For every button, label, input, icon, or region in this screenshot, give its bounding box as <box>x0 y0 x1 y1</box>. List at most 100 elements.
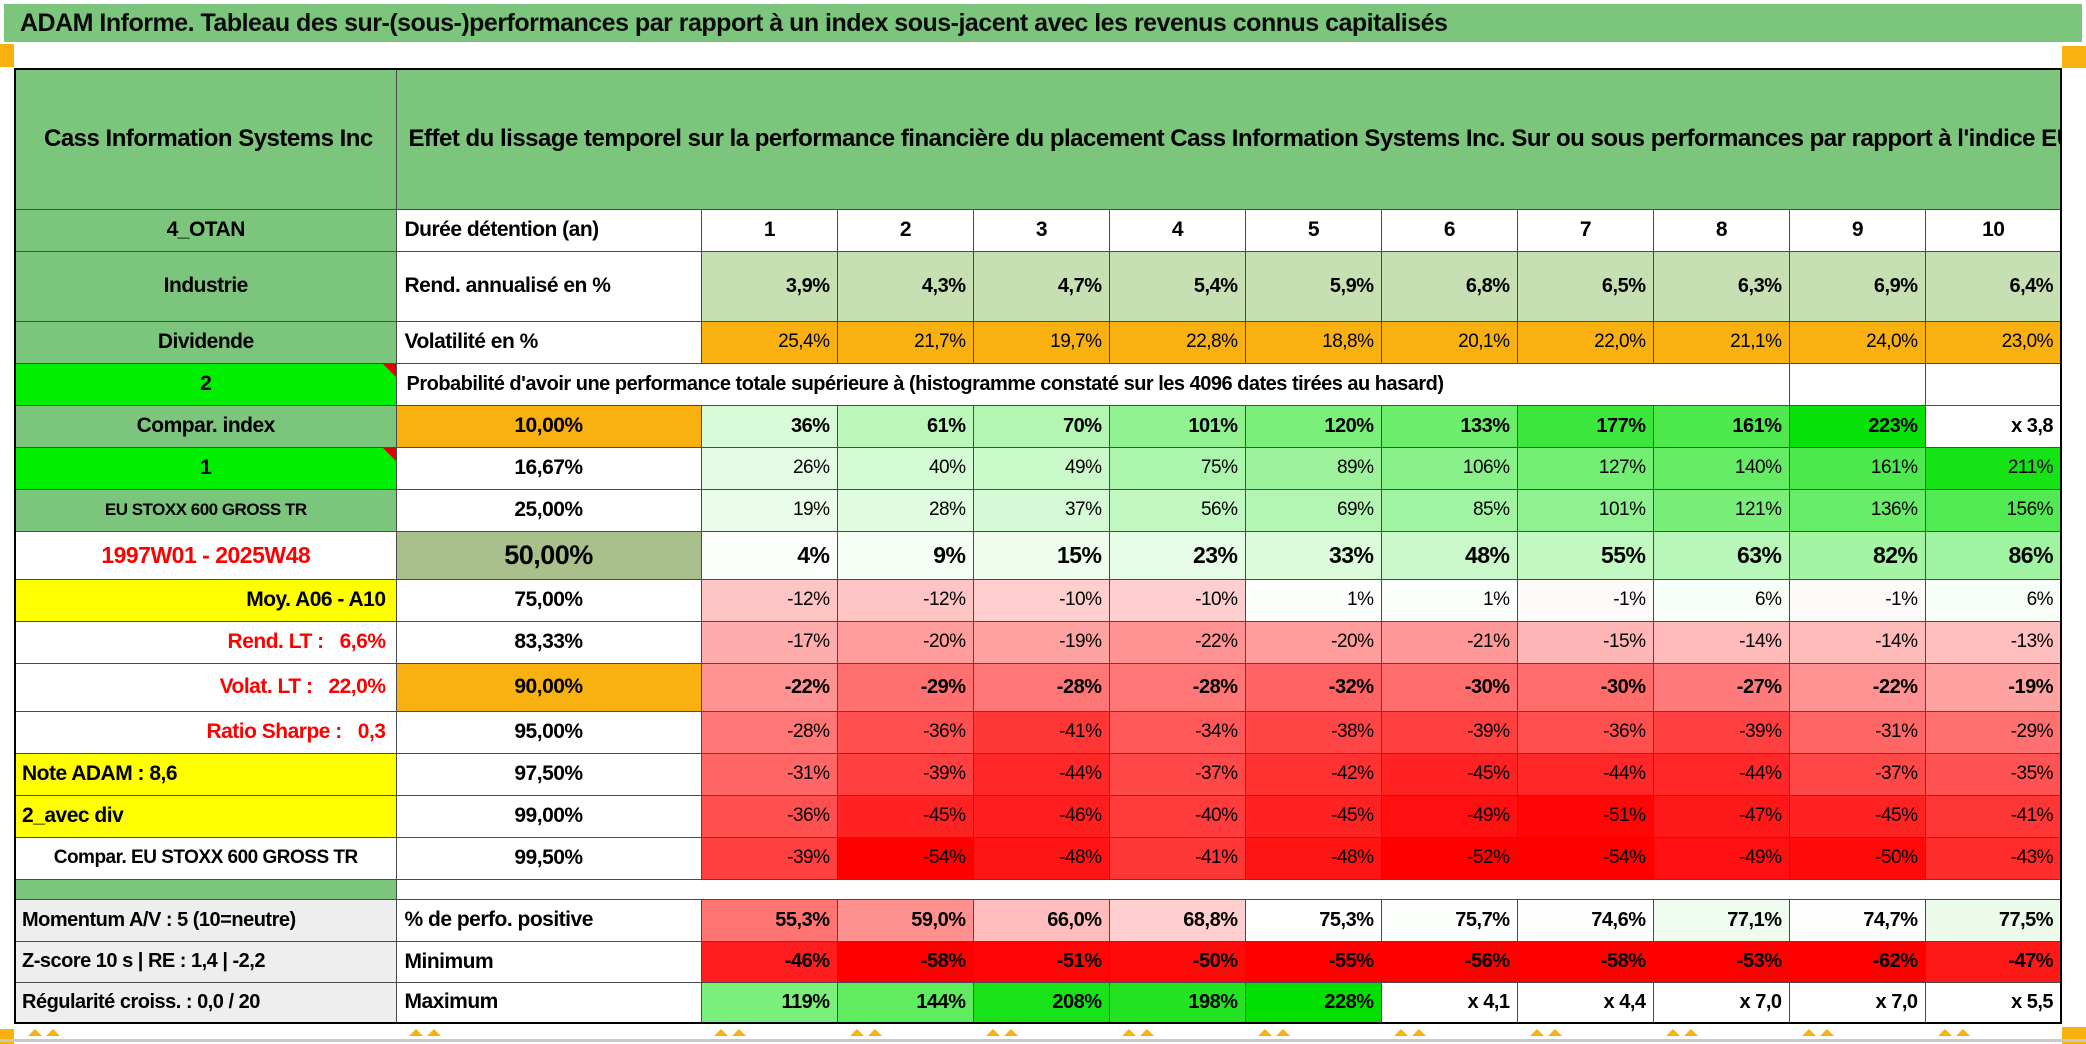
year-header-cell[interactable]: 10 <box>1924 208 2062 252</box>
value-cell[interactable]: -51% <box>972 940 1110 983</box>
value-cell[interactable]: -34% <box>1108 710 1246 754</box>
year-header-cell[interactable]: 7 <box>1516 208 1654 252</box>
value-cell[interactable]: x 4,1 <box>1380 981 1518 1024</box>
row-label[interactable]: Industrie <box>14 250 397 322</box>
row-label[interactable]: Z-score 10 s | RE : 1,4 | -2,2 <box>14 940 397 983</box>
value-cell[interactable]: -37% <box>1108 752 1246 796</box>
value-cell[interactable]: -46% <box>700 940 838 983</box>
row-header[interactable]: 90,00% <box>395 662 702 712</box>
value-cell[interactable]: -40% <box>1108 794 1246 838</box>
value-cell[interactable]: -28% <box>972 662 1110 712</box>
value-cell[interactable]: -1% <box>1516 578 1654 622</box>
value-cell[interactable]: -58% <box>1516 940 1654 983</box>
value-cell[interactable]: 55% <box>1516 530 1654 580</box>
value-cell[interactable]: 82% <box>1788 530 1926 580</box>
value-cell[interactable]: 19% <box>700 488 838 532</box>
value-cell[interactable]: 18,8% <box>1244 320 1382 364</box>
value-cell[interactable]: 24,0% <box>1788 320 1926 364</box>
value-cell[interactable]: -41% <box>972 710 1110 754</box>
value-cell[interactable]: -19% <box>972 620 1110 664</box>
value-cell[interactable]: 119% <box>700 981 838 1024</box>
value-cell[interactable]: 156% <box>1924 488 2062 532</box>
value-cell[interactable]: 23% <box>1108 530 1246 580</box>
value-cell[interactable]: -29% <box>836 662 974 712</box>
value-cell[interactable]: 23,0% <box>1924 320 2062 364</box>
value-cell[interactable]: -54% <box>836 836 974 880</box>
value-cell[interactable]: 4,3% <box>836 250 974 322</box>
value-cell[interactable]: -12% <box>700 578 838 622</box>
value-cell[interactable]: -29% <box>1924 710 2062 754</box>
value-cell[interactable]: 40% <box>836 446 974 490</box>
value-cell[interactable]: 6,3% <box>1652 250 1790 322</box>
value-cell[interactable]: 86% <box>1924 530 2062 580</box>
row-header[interactable]: 83,33% <box>395 620 702 664</box>
value-cell[interactable]: 69% <box>1244 488 1382 532</box>
value-cell[interactable]: 6,5% <box>1516 250 1654 322</box>
value-cell[interactable]: -10% <box>972 578 1110 622</box>
value-cell[interactable]: 48% <box>1380 530 1518 580</box>
value-cell[interactable]: 3,9% <box>700 250 838 322</box>
year-header-cell[interactable]: 6 <box>1380 208 1518 252</box>
value-cell[interactable]: 223% <box>1788 404 1926 448</box>
row-label[interactable]: Moy. A06 - A10 <box>14 578 397 622</box>
row-header[interactable]: 95,00% <box>395 710 702 754</box>
value-cell[interactable]: 177% <box>1516 404 1654 448</box>
value-cell[interactable]: -21% <box>1380 620 1518 664</box>
value-cell[interactable]: 19,7% <box>972 320 1110 364</box>
row-label[interactable]: Dividende <box>14 320 397 364</box>
value-cell[interactable]: -46% <box>972 794 1110 838</box>
value-cell[interactable]: 121% <box>1652 488 1790 532</box>
value-cell[interactable]: 127% <box>1516 446 1654 490</box>
value-cell[interactable]: -28% <box>700 710 838 754</box>
value-cell[interactable]: 101% <box>1516 488 1654 532</box>
value-cell[interactable]: -53% <box>1652 940 1790 983</box>
value-cell[interactable]: -43% <box>1924 836 2062 880</box>
row-header[interactable]: 25,00% <box>395 488 702 532</box>
value-cell[interactable]: -54% <box>1516 836 1654 880</box>
row-label[interactable]: EU STOXX 600 GROSS TR <box>14 488 397 532</box>
value-cell[interactable]: 5,4% <box>1108 250 1246 322</box>
value-cell[interactable]: -47% <box>1652 794 1790 838</box>
value-cell[interactable]: -39% <box>700 836 838 880</box>
year-header-cell[interactable]: 4 <box>1108 208 1246 252</box>
value-cell[interactable]: -49% <box>1380 794 1518 838</box>
value-cell[interactable]: -50% <box>1788 836 1926 880</box>
value-cell[interactable]: -31% <box>700 752 838 796</box>
row-label[interactable]: 1997W01 - 2025W48 <box>14 530 397 580</box>
row-header[interactable]: Minimum <box>395 940 702 983</box>
value-cell[interactable]: -44% <box>972 752 1110 796</box>
value-cell[interactable]: 6,4% <box>1924 250 2062 322</box>
value-cell[interactable]: 28% <box>836 488 974 532</box>
row-header[interactable]: Durée détention (an) <box>395 208 702 252</box>
value-cell[interactable]: -22% <box>1108 620 1246 664</box>
company-name-cell[interactable]: Cass Information Systems Inc <box>14 68 397 210</box>
row-header[interactable]: 75,00% <box>395 578 702 622</box>
value-cell[interactable]: -49% <box>1652 836 1790 880</box>
row-header[interactable]: 99,00% <box>395 794 702 838</box>
value-cell[interactable]: 77,5% <box>1924 898 2062 942</box>
value-cell[interactable]: 6,9% <box>1788 250 1926 322</box>
value-cell[interactable]: -30% <box>1380 662 1518 712</box>
row-label[interactable]: Momentum A/V : 5 (10=neutre) <box>14 898 397 942</box>
value-cell[interactable]: 22,8% <box>1108 320 1246 364</box>
value-cell[interactable]: 26% <box>700 446 838 490</box>
year-header-cell[interactable]: 9 <box>1788 208 1926 252</box>
value-cell[interactable]: x 7,0 <box>1652 981 1790 1024</box>
value-cell[interactable]: -36% <box>836 710 974 754</box>
value-cell[interactable]: 37% <box>972 488 1110 532</box>
value-cell[interactable]: 56% <box>1108 488 1246 532</box>
value-cell[interactable]: 74,6% <box>1516 898 1654 942</box>
value-cell[interactable]: 20,1% <box>1380 320 1518 364</box>
value-cell[interactable]: 101% <box>1108 404 1246 448</box>
value-cell[interactable]: 4,7% <box>972 250 1110 322</box>
row-label[interactable]: Note ADAM : 8,6 <box>14 752 397 796</box>
value-cell[interactable]: 15% <box>972 530 1110 580</box>
value-cell[interactable]: -22% <box>1788 662 1926 712</box>
value-cell[interactable]: -12% <box>836 578 974 622</box>
value-cell[interactable]: 68,8% <box>1108 898 1246 942</box>
value-cell[interactable]: -45% <box>1380 752 1518 796</box>
value-cell[interactable]: -47% <box>1924 940 2062 983</box>
value-cell[interactable]: -48% <box>1244 836 1382 880</box>
row-header[interactable]: 97,50% <box>395 752 702 796</box>
value-cell[interactable]: 106% <box>1380 446 1518 490</box>
